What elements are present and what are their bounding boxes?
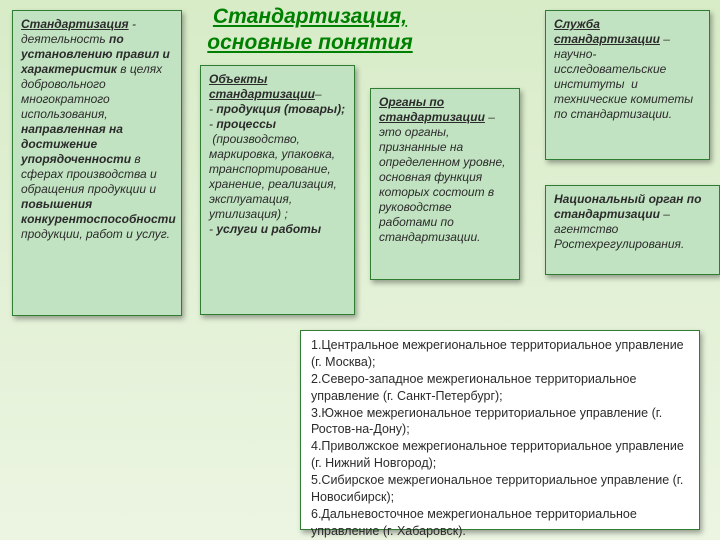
regional-list: 1.Центральное межрегиональное территориа…	[300, 330, 700, 530]
slide-title: Стандартизация, основные понятия	[195, 4, 425, 57]
box-organs: Органы по стандартизации – это органы, п…	[370, 88, 520, 280]
title-line2: основные понятия	[207, 31, 412, 54]
title-line1: Стандартизация,	[213, 5, 407, 28]
box-service: Служба стандартизации – научно-исследова…	[545, 10, 710, 160]
box-objects: Объекты стандартизации–- продукция (това…	[200, 65, 355, 315]
box-standardization-definition: Стандартизация - деятельность по установ…	[12, 10, 182, 316]
box-national-body: Национальный орган по стандартизации – а…	[545, 185, 720, 275]
